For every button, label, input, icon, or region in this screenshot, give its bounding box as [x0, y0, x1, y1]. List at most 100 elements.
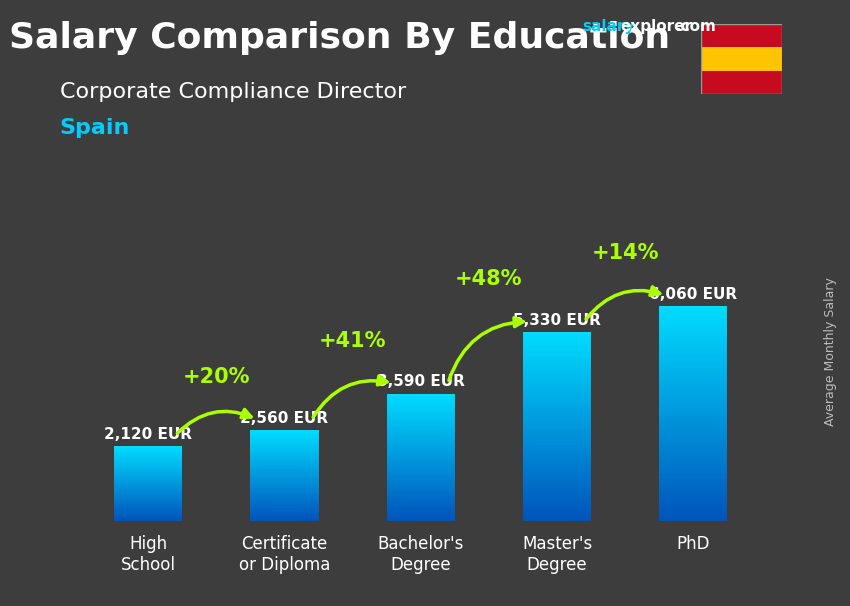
Bar: [387, 421, 455, 422]
Bar: [660, 322, 728, 325]
Bar: [387, 483, 455, 485]
Bar: [114, 449, 182, 450]
Bar: [660, 454, 728, 457]
Bar: [660, 481, 728, 484]
Bar: [523, 516, 591, 519]
Bar: [660, 470, 728, 473]
Bar: [660, 505, 728, 508]
Bar: [251, 484, 319, 485]
Bar: [114, 460, 182, 461]
Bar: [114, 455, 182, 456]
Bar: [387, 494, 455, 496]
Bar: [114, 516, 182, 518]
Bar: [251, 488, 319, 490]
Bar: [523, 363, 591, 365]
Bar: [660, 344, 728, 347]
Bar: [387, 422, 455, 424]
Bar: [660, 325, 728, 328]
Bar: [114, 493, 182, 494]
Bar: [660, 419, 728, 422]
Bar: [251, 436, 319, 437]
Bar: [114, 497, 182, 498]
Bar: [251, 469, 319, 470]
Bar: [523, 396, 591, 398]
Bar: [251, 481, 319, 482]
Bar: [387, 478, 455, 480]
Text: +14%: +14%: [592, 243, 659, 263]
Bar: [387, 459, 455, 461]
Bar: [660, 459, 728, 462]
Bar: [387, 416, 455, 418]
Bar: [251, 490, 319, 491]
Text: 6,060 EUR: 6,060 EUR: [649, 287, 738, 302]
Bar: [523, 382, 591, 384]
Bar: [251, 447, 319, 448]
Text: +41%: +41%: [319, 331, 387, 351]
Bar: [523, 372, 591, 375]
Bar: [523, 500, 591, 502]
Bar: [660, 390, 728, 392]
Bar: [251, 430, 319, 431]
Bar: [523, 379, 591, 382]
Bar: [387, 454, 455, 456]
Bar: [523, 453, 591, 455]
Bar: [523, 448, 591, 450]
Bar: [387, 499, 455, 501]
Bar: [523, 422, 591, 424]
Bar: [251, 468, 319, 469]
Bar: [523, 424, 591, 427]
Bar: [523, 509, 591, 511]
Bar: [251, 479, 319, 481]
Bar: [660, 467, 728, 470]
Bar: [523, 493, 591, 495]
Bar: [523, 462, 591, 464]
Bar: [660, 502, 728, 505]
Bar: [523, 427, 591, 429]
Bar: [114, 482, 182, 484]
Bar: [387, 430, 455, 432]
Text: 5,330 EUR: 5,330 EUR: [513, 313, 601, 328]
Bar: [387, 395, 455, 397]
Bar: [523, 455, 591, 458]
Text: .com: .com: [676, 19, 717, 35]
Bar: [251, 510, 319, 511]
Bar: [523, 410, 591, 413]
Bar: [660, 424, 728, 427]
Bar: [251, 453, 319, 454]
Text: Average Monthly Salary: Average Monthly Salary: [824, 277, 837, 426]
Bar: [387, 481, 455, 483]
Bar: [251, 474, 319, 476]
Bar: [114, 446, 182, 447]
Bar: [114, 474, 182, 475]
Bar: [387, 411, 455, 413]
Bar: [251, 482, 319, 484]
Bar: [387, 437, 455, 438]
Bar: [523, 405, 591, 408]
Bar: [523, 519, 591, 521]
Bar: [387, 516, 455, 518]
Bar: [523, 415, 591, 417]
Bar: [387, 510, 455, 511]
Bar: [114, 510, 182, 511]
Bar: [251, 446, 319, 447]
Bar: [660, 395, 728, 398]
Bar: [251, 508, 319, 510]
Bar: [251, 454, 319, 455]
Bar: [523, 450, 591, 453]
Bar: [701, 71, 782, 94]
Bar: [387, 488, 455, 489]
Bar: [114, 447, 182, 448]
Bar: [660, 314, 728, 317]
Bar: [660, 347, 728, 349]
Bar: [251, 455, 319, 456]
Bar: [660, 491, 728, 494]
Bar: [387, 404, 455, 405]
Bar: [251, 491, 319, 493]
Bar: [660, 376, 728, 379]
Bar: [387, 410, 455, 411]
Bar: [114, 501, 182, 502]
Bar: [523, 488, 591, 490]
Text: 3,590 EUR: 3,590 EUR: [377, 375, 465, 390]
Bar: [387, 502, 455, 504]
Bar: [114, 507, 182, 508]
